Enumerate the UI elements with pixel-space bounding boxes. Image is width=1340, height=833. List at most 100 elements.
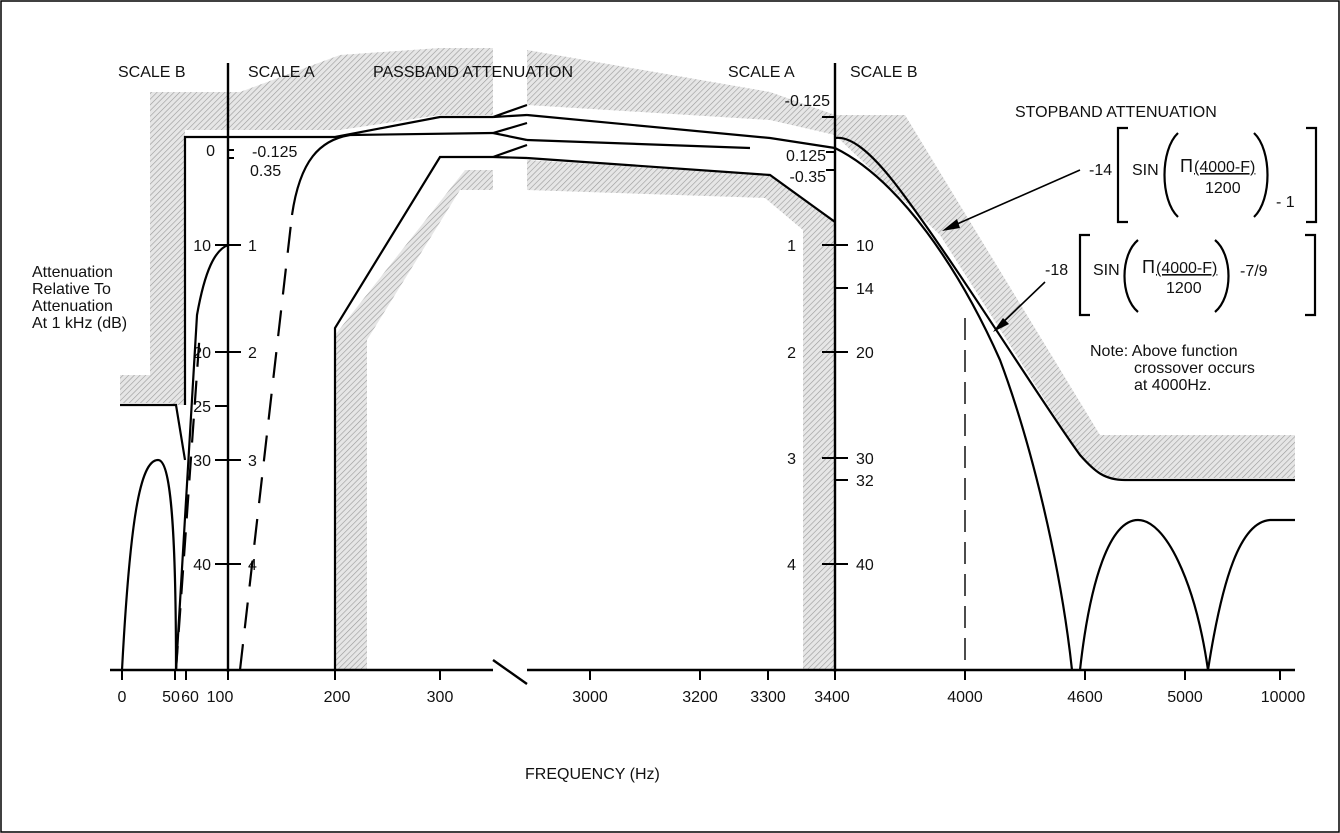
formula-1-denominator: 1200 xyxy=(1205,180,1241,197)
right-b-14: 14 xyxy=(856,281,874,298)
left-a-1: 1 xyxy=(248,238,257,255)
formula-2-right-paren xyxy=(1214,239,1230,313)
formula-2-left-paren xyxy=(1123,239,1139,313)
y-label-line-1: Attenuation xyxy=(32,264,113,281)
formula-2-left-bracket xyxy=(1078,233,1090,317)
scale-a-dashed-rise xyxy=(238,214,294,671)
formula-1-pi: Π xyxy=(1180,156,1193,176)
note-line-2: crossover occurs xyxy=(1134,360,1255,377)
left-a-neg-0-125: -0.125 xyxy=(252,144,297,161)
formula-2: -18 SIN Π (4000-F) 1200 -7/9 xyxy=(993,233,1317,332)
left-b-10: 10 xyxy=(193,238,211,255)
right-a-2: 2 xyxy=(787,345,796,362)
left-axis-ticks xyxy=(215,149,241,565)
formula-1-coef: -14 xyxy=(1089,162,1112,179)
x-tick-labels: 0 50 60 100 200 300 3000 3200 3300 3400 … xyxy=(118,689,1306,706)
left-scale-b-labels: 0 10 20 25 30 40 xyxy=(193,143,215,574)
formula-1-arrow xyxy=(947,169,1081,229)
x-axis-label: FREQUENCY (Hz) xyxy=(525,766,660,783)
right-scale-a-labels: -0.125 0.125 -0.35 1 2 3 4 xyxy=(785,93,830,574)
formula-1-left-paren xyxy=(1163,132,1179,218)
left-scale-a-labels: -0.125 0.35 1 2 3 4 xyxy=(248,144,297,574)
low-frequency-lobe xyxy=(120,458,178,671)
left-a-3: 3 xyxy=(248,453,257,470)
stopband-lobe-1 xyxy=(1078,518,1210,671)
formula-1: -14 SIN Π (4000-F) 1200 - 1 xyxy=(942,126,1318,231)
formula-2-coef: -18 xyxy=(1045,262,1068,279)
formula-1-left-bracket xyxy=(1116,126,1128,224)
x-tick-3000: 3000 xyxy=(572,689,608,706)
x-tick-200: 200 xyxy=(324,689,351,706)
heading-passband: PASSBAND ATTENUATION xyxy=(373,64,573,81)
formula-2-func: SIN xyxy=(1093,262,1120,279)
left-a-2: 2 xyxy=(248,345,257,362)
formula-1-right-paren xyxy=(1253,132,1269,218)
y-label-line-4: At 1 kHz (dB) xyxy=(32,315,127,332)
x-tick-300: 300 xyxy=(427,689,454,706)
x-tick-3300: 3300 xyxy=(750,689,786,706)
x-tick-3400: 3400 xyxy=(814,689,850,706)
right-a-neg-0-125: -0.125 xyxy=(785,93,830,110)
formula-1-tail: - 1 xyxy=(1276,194,1295,211)
stopband-lobe-2 xyxy=(1206,518,1295,671)
right-b-20: 20 xyxy=(856,345,874,362)
formula-1-func: SIN xyxy=(1132,162,1159,179)
right-a-4: 4 xyxy=(787,557,796,574)
right-a-0-125: 0.125 xyxy=(786,148,826,165)
right-a-neg-0-35: -0.35 xyxy=(790,169,827,186)
heading-scale-a-left: SCALE A xyxy=(248,64,315,81)
y-label-line-3: Attenuation xyxy=(32,298,113,315)
lower-mask-left xyxy=(335,170,493,670)
x-tick-4000: 4000 xyxy=(947,689,983,706)
x-tick-5000: 5000 xyxy=(1167,689,1203,706)
crossover-note: Note: Above function crossover occurs at… xyxy=(1090,343,1259,394)
right-axis-ticks xyxy=(822,116,848,565)
stopband-response-lower xyxy=(834,147,1074,671)
left-b-0: 0 xyxy=(206,143,215,160)
formula-2-arrowhead xyxy=(993,318,1009,332)
formula-2-tail: -7/9 xyxy=(1240,263,1268,280)
left-b-30: 30 xyxy=(193,453,211,470)
right-a-3: 3 xyxy=(787,451,796,468)
upper-mask-edge xyxy=(183,113,836,405)
x-tick-0: 0 xyxy=(118,689,127,706)
formula-1-numerator: (4000-F) xyxy=(1194,159,1255,176)
stopband-response-upper xyxy=(834,136,1295,482)
right-scale-b-labels: 10 14 20 30 32 40 xyxy=(856,238,874,574)
right-b-32: 32 xyxy=(856,473,874,490)
x-tick-100: 100 xyxy=(207,689,234,706)
y-axis-label: Attenuation Relative To Attenuation At 1… xyxy=(32,264,127,332)
lower-mask-right xyxy=(527,160,835,670)
formula-2-right-bracket xyxy=(1305,233,1317,317)
low-frequency-skirt xyxy=(174,243,229,671)
formula-2-numerator: (4000-F) xyxy=(1156,260,1217,277)
x-tick-3200: 3200 xyxy=(682,689,718,706)
formula-2-denominator: 1200 xyxy=(1166,280,1202,297)
right-a-1: 1 xyxy=(787,238,796,255)
curve-break-marks xyxy=(492,103,528,160)
axis-break-mark xyxy=(492,659,528,685)
low-band-level xyxy=(120,403,187,461)
x-tick-50: 50 xyxy=(162,689,180,706)
upper-mask-right xyxy=(527,50,1295,478)
formula-1-arrowhead xyxy=(942,219,960,231)
x-tick-marks xyxy=(121,670,1281,680)
right-b-10: 10 xyxy=(856,238,874,255)
left-b-25: 25 xyxy=(193,399,211,416)
left-a-0-35: 0.35 xyxy=(250,163,281,180)
note-line-3: at 4000Hz. xyxy=(1134,377,1211,394)
right-b-30: 30 xyxy=(856,451,874,468)
heading-scale-b-left: SCALE B xyxy=(118,64,186,81)
left-b-40: 40 xyxy=(193,557,211,574)
x-tick-60: 60 xyxy=(181,689,199,706)
x-tick-4600: 4600 xyxy=(1067,689,1103,706)
x-tick-10000: 10000 xyxy=(1261,689,1306,706)
heading-stopband: STOPBAND ATTENUATION xyxy=(1015,104,1217,121)
heading-scale-a-right: SCALE A xyxy=(728,64,795,81)
upper-mask-left xyxy=(120,48,493,405)
scale-b-dashed-rise xyxy=(174,329,202,671)
y-label-line-2: Relative To xyxy=(32,281,111,298)
heading-scale-b-right: SCALE B xyxy=(850,64,918,81)
